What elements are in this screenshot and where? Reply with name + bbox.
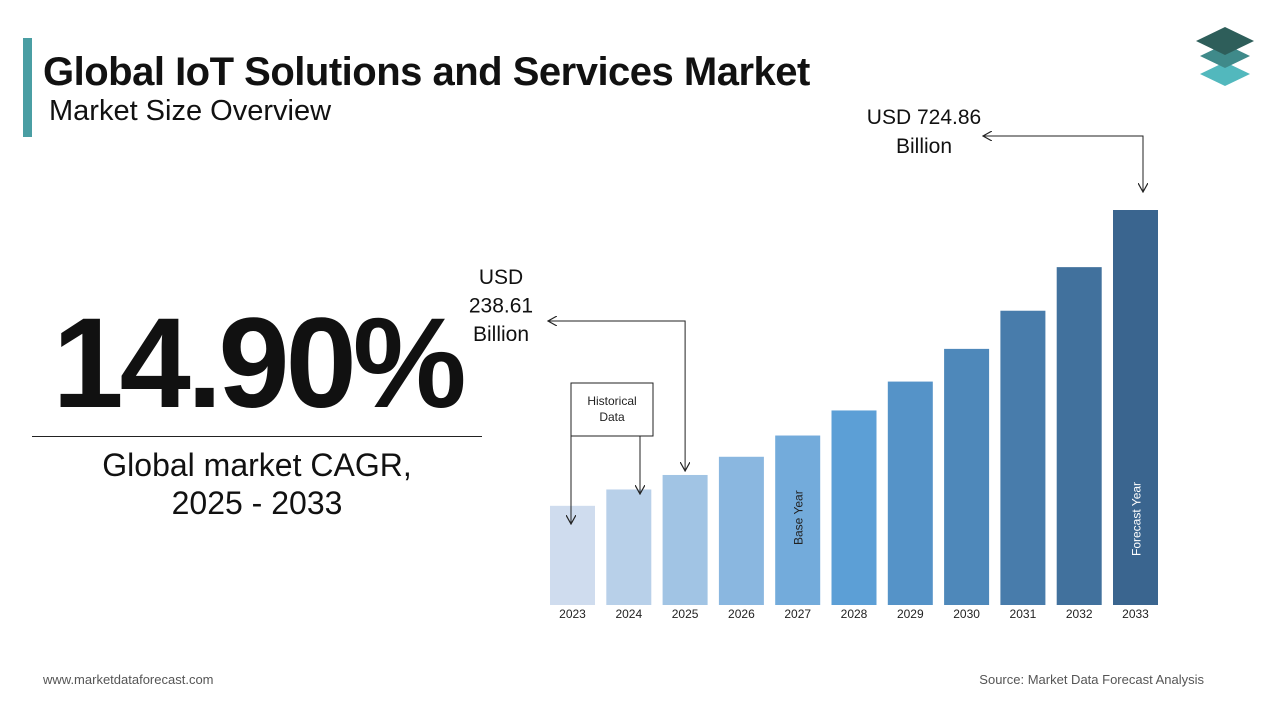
value-arrow-2033 bbox=[983, 136, 1143, 192]
value-label-2025: USD 238.61 Billion bbox=[469, 266, 533, 346]
bar-2026 bbox=[718, 456, 764, 605]
page-subtitle: Market Size Overview bbox=[49, 95, 332, 127]
cagr-label: Global market CAGR, 2025 - 2033 bbox=[32, 446, 482, 522]
footer-website[interactable]: www.marketdataforecast.com bbox=[43, 672, 214, 687]
bar-2031 bbox=[1000, 310, 1046, 605]
title-accent-bar bbox=[23, 38, 32, 137]
tick-label-2032: 2032 bbox=[1066, 607, 1093, 621]
bar-2033 bbox=[1113, 210, 1158, 605]
bar-2023 bbox=[550, 505, 595, 605]
cagr-value: 14.90% bbox=[52, 292, 466, 435]
forecast-year-label: Forecast Year bbox=[1130, 482, 1144, 556]
value-arrow-2025 bbox=[548, 321, 685, 471]
tick-label-2033: 2033 bbox=[1122, 607, 1149, 621]
base-year-label: Base Year bbox=[792, 490, 806, 545]
bar-2032 bbox=[1056, 267, 1102, 605]
cagr-label-line1: Global market CAGR, bbox=[102, 447, 412, 483]
tick-label-2026: 2026 bbox=[728, 607, 755, 621]
bar-2029 bbox=[887, 381, 933, 605]
tick-label-2025: 2025 bbox=[672, 607, 699, 621]
tick-label-2023: 2023 bbox=[559, 607, 586, 621]
tick-label-2028: 2028 bbox=[841, 607, 868, 621]
bar-2028 bbox=[831, 410, 877, 605]
tick-label-2031: 2031 bbox=[1010, 607, 1037, 621]
bar-2027 bbox=[775, 435, 821, 605]
value-label-2033: USD 724.86 Billion bbox=[867, 106, 981, 158]
tick-label-2024: 2024 bbox=[615, 607, 642, 621]
bar-2025 bbox=[662, 474, 708, 605]
footer-source: Source: Market Data Forecast Analysis bbox=[979, 672, 1204, 687]
tick-label-2030: 2030 bbox=[953, 607, 980, 621]
tick-label-2027: 2027 bbox=[784, 607, 811, 621]
page-title: Global IoT Solutions and Services Market bbox=[43, 50, 810, 94]
cagr-label-line2: 2025 - 2033 bbox=[171, 485, 343, 521]
tick-label-2029: 2029 bbox=[897, 607, 924, 621]
bar-2030 bbox=[944, 348, 990, 605]
cagr-divider bbox=[32, 436, 482, 437]
bar-2024 bbox=[606, 489, 652, 605]
logo-layers-icon bbox=[1196, 27, 1254, 86]
